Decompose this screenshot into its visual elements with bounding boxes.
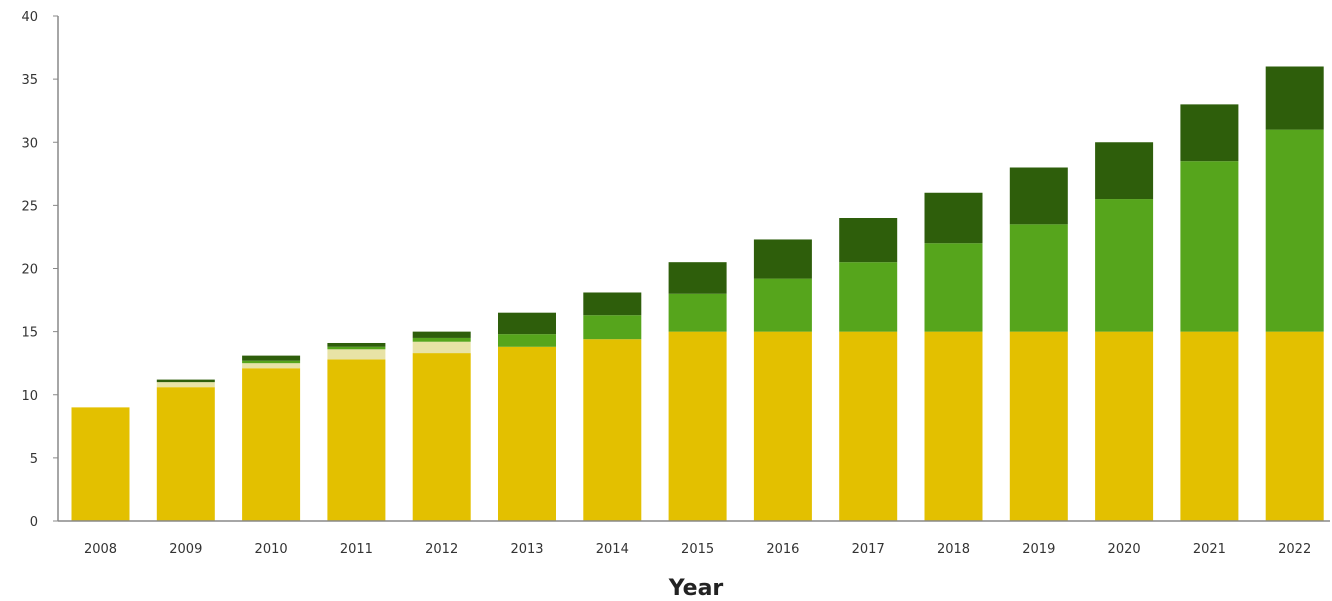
bar-segment-2013-series-4 [498, 312, 556, 335]
y-tick-label: 35 [21, 73, 38, 88]
bar-segment-2022-series-4 [1265, 66, 1324, 130]
x-tick-label: 2017 [852, 542, 885, 557]
bar-segment-2016-series-4 [753, 239, 812, 279]
x-tick-label: 2010 [255, 542, 288, 557]
bar-segment-2015-series-1 [668, 331, 727, 521]
bar-segment-2017-series-3 [839, 262, 898, 332]
bar-segment-2014-series-3 [583, 315, 642, 340]
bar-segment-2011-series-3 [327, 346, 386, 350]
bar-segment-2010-series-2 [242, 363, 301, 369]
x-tick-label: 2008 [84, 542, 117, 557]
x-axis-ticks: 2008 2009 2010 2011 2012 2013 2014 2015 2016 2017… [84, 542, 1311, 557]
bar-segment-2022-series-1 [1265, 331, 1324, 521]
bar-segment-2020-series-3 [1095, 199, 1154, 332]
x-axis-title: Year [668, 576, 724, 601]
bar-segment-2014-series-1 [583, 339, 642, 521]
y-tick-label: 15 [21, 326, 38, 341]
bar-segment-2009-series-2 [156, 382, 215, 388]
bar-segment-2011-series-4 [327, 342, 386, 347]
bar-segment-2010-series-3 [242, 360, 301, 364]
x-tick-label: 2011 [340, 542, 373, 557]
x-tick-label: 2012 [425, 542, 458, 557]
bar-segment-2011-series-2 [327, 349, 386, 360]
x-tick-label: 2013 [510, 542, 543, 557]
bar-segment-2010-series-1 [242, 368, 301, 521]
bar-segment-2010-series-4 [242, 355, 301, 361]
bar-segment-2015-series-3 [668, 293, 727, 332]
x-tick-label: 2019 [1022, 542, 1055, 557]
y-tick-label: 5 [30, 452, 38, 467]
bar-segment-2018-series-4 [924, 192, 983, 244]
bar-segment-2016-series-3 [753, 278, 812, 332]
bar-segment-2009-series-4 [156, 379, 215, 383]
y-tick-label: 0 [30, 515, 38, 530]
bar-segment-2012-series-4 [412, 331, 471, 338]
bar-segment-2012-series-3 [412, 337, 471, 342]
bar-segment-2011-series-1 [327, 359, 386, 521]
x-tick-label: 2021 [1193, 542, 1226, 557]
y-tick-label: 20 [21, 263, 38, 278]
bar-segment-2021-series-1 [1180, 331, 1239, 521]
bars-layer [71, 66, 1324, 521]
bar-segment-2009-series-1 [156, 387, 215, 521]
bar-segment-2020-series-4 [1095, 142, 1154, 200]
bar-segment-2019-series-3 [1009, 224, 1068, 332]
bar-segment-2021-series-4 [1180, 104, 1239, 162]
bar-segment-2016-series-1 [753, 331, 812, 521]
x-tick-label: 2009 [169, 542, 202, 557]
bar-segment-2014-series-4 [583, 292, 642, 316]
x-tick-label: 2020 [1108, 542, 1141, 557]
bar-segment-2020-series-1 [1095, 331, 1154, 521]
bar-segment-2012-series-1 [412, 353, 471, 521]
y-axis-ticks: 0 5 10 15 20 25 30 35 40 [21, 10, 58, 530]
x-tick-label: 2016 [766, 542, 799, 557]
y-tick-label: 25 [21, 199, 38, 214]
bar-segment-2013-series-3 [498, 334, 556, 347]
y-tick-label: 30 [21, 136, 38, 151]
bar-segment-2017-series-1 [839, 331, 898, 521]
x-tick-label: 2022 [1278, 542, 1311, 557]
bar-segment-2019-series-1 [1009, 331, 1068, 521]
bar-segment-2008-series-1 [71, 407, 130, 521]
bar-segment-2015-series-4 [668, 262, 727, 294]
x-tick-label: 2015 [681, 542, 714, 557]
bar-segment-2021-series-3 [1180, 161, 1239, 332]
bar-segment-2019-series-4 [1009, 167, 1068, 225]
x-tick-label: 2018 [937, 542, 970, 557]
bar-segment-2022-series-3 [1265, 129, 1324, 332]
y-tick-label: 10 [21, 389, 38, 404]
bar-segment-2018-series-1 [924, 331, 983, 521]
bar-segment-2013-series-1 [498, 346, 556, 521]
bar-segment-2017-series-4 [839, 218, 898, 263]
y-tick-label: 40 [21, 10, 38, 25]
bar-segment-2018-series-3 [924, 243, 983, 332]
bar-segment-2012-series-2 [412, 341, 471, 354]
x-tick-label: 2014 [596, 542, 629, 557]
